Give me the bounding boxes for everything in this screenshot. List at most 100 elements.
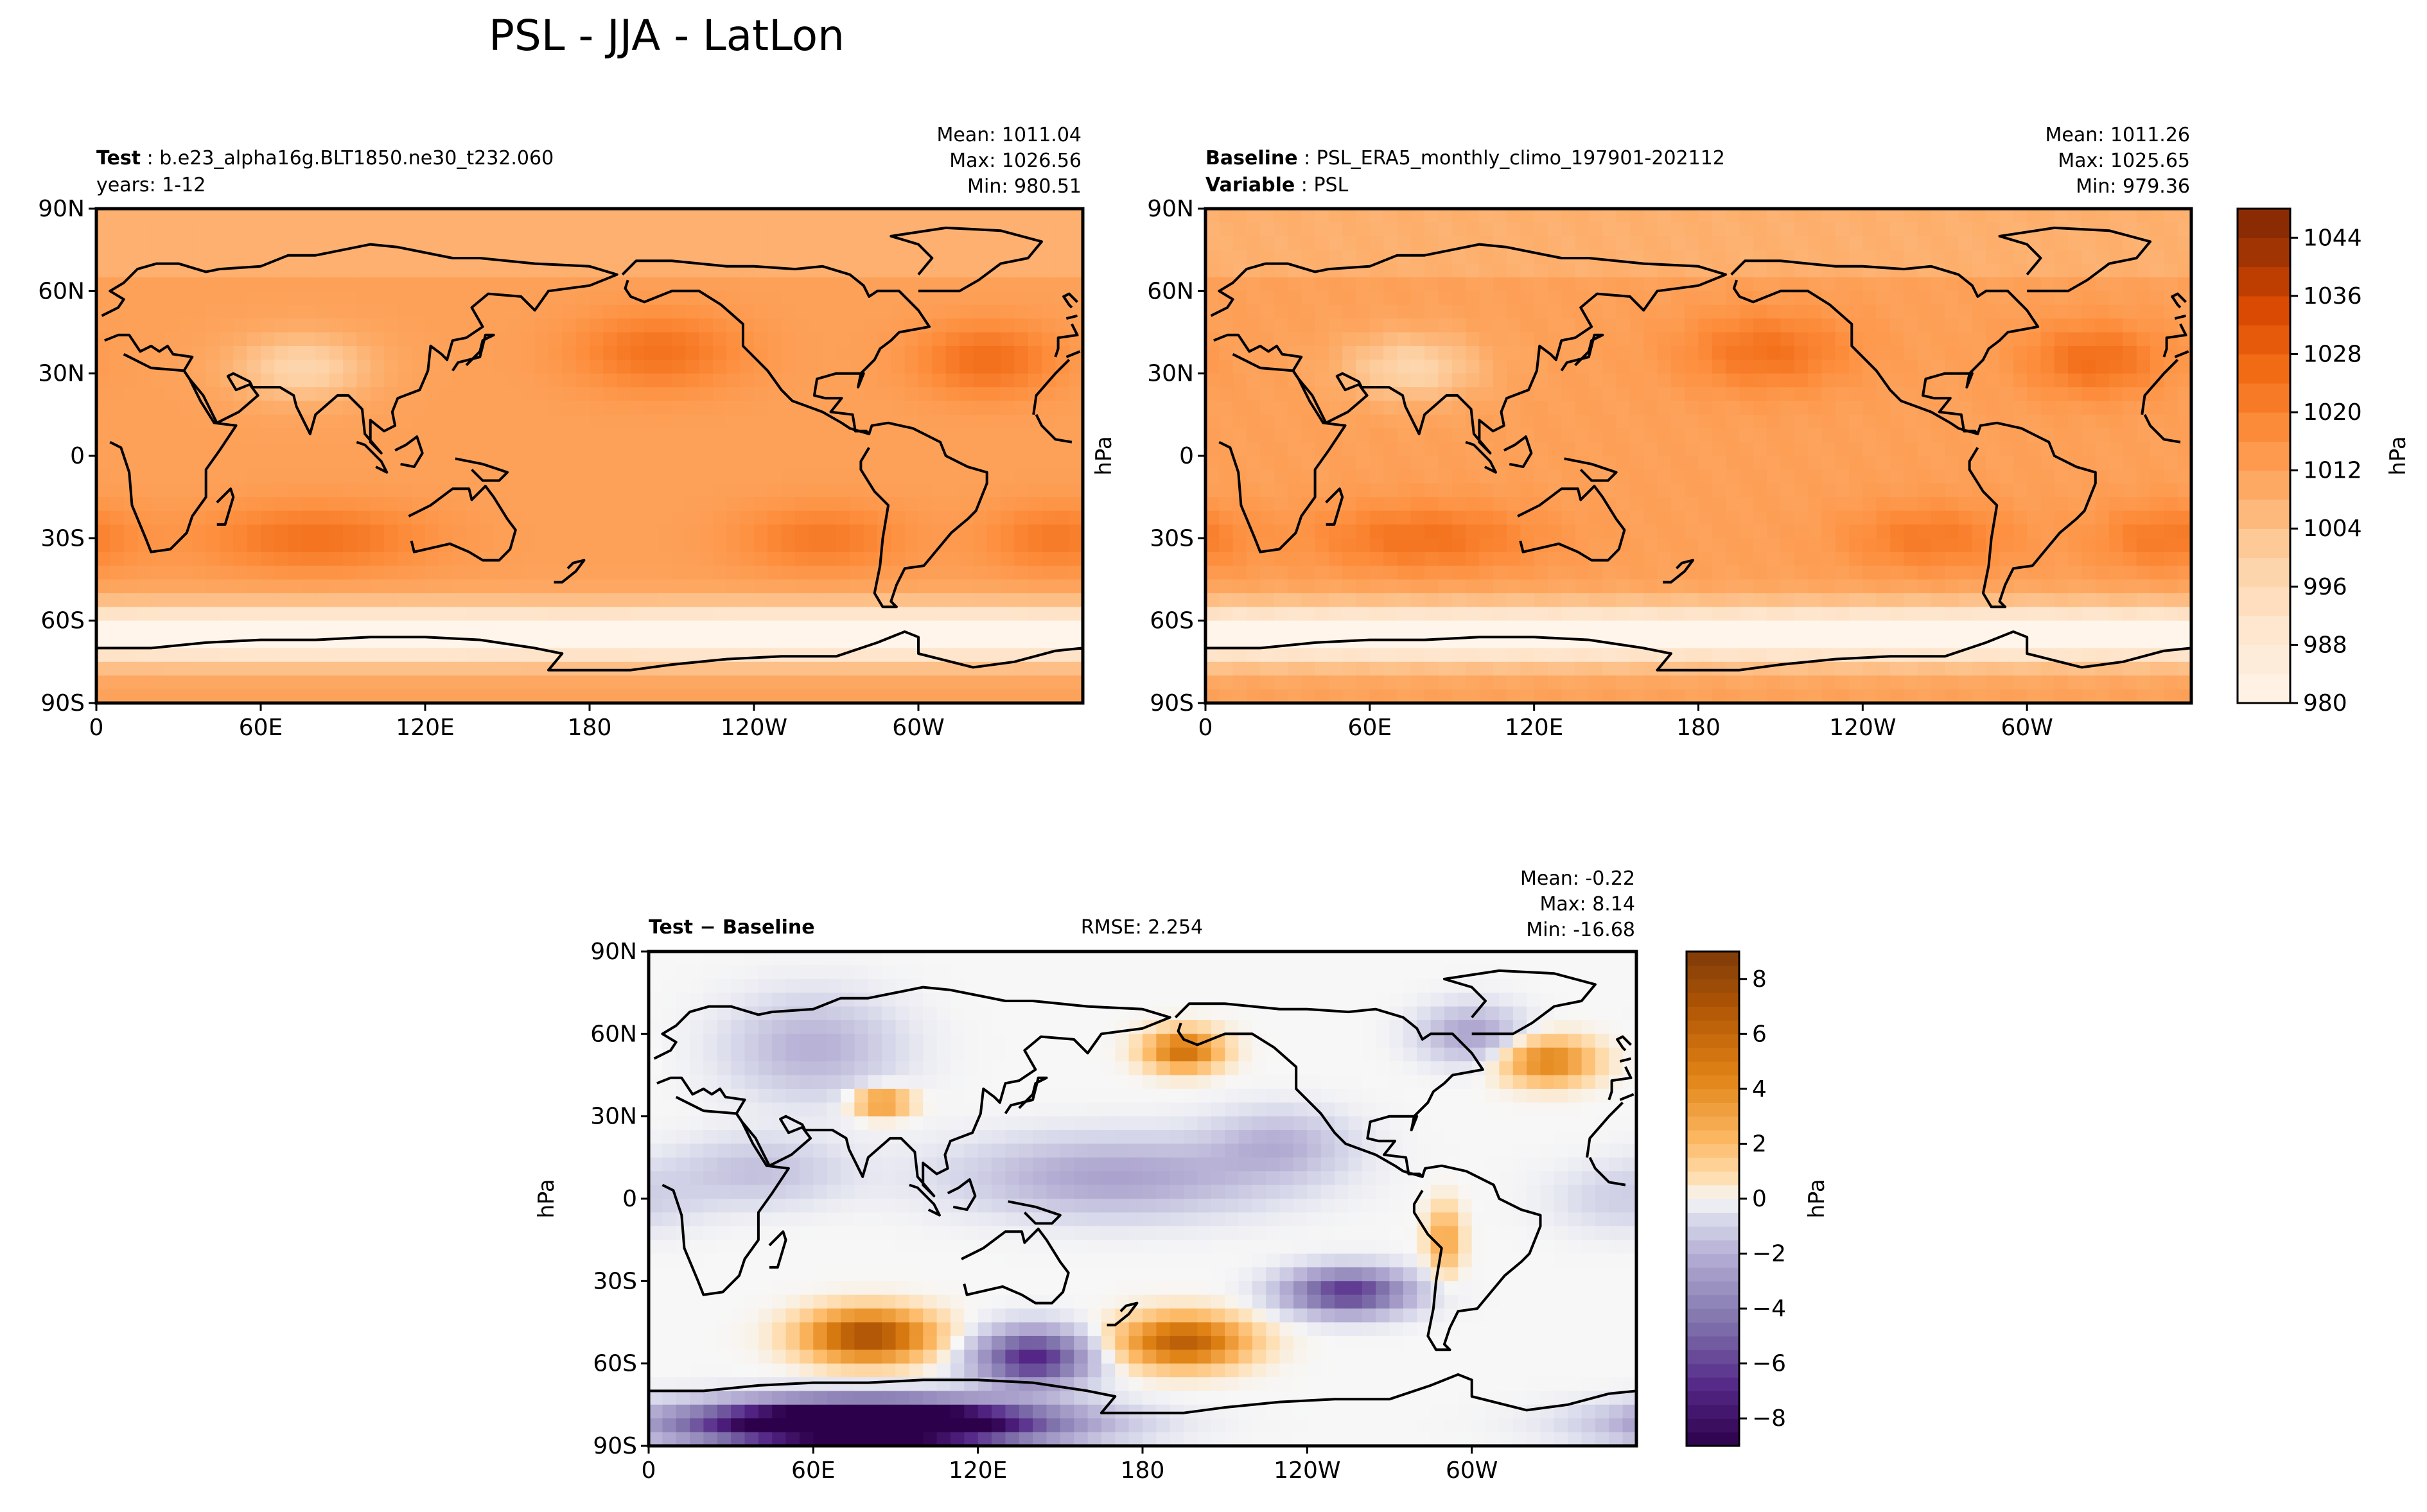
- field-cell: [343, 401, 358, 415]
- field-cell: [1876, 469, 1891, 484]
- field-cell: [1767, 620, 1782, 635]
- field-cell: [1287, 304, 1302, 319]
- field-cell: [206, 689, 220, 703]
- field-cell: [1205, 318, 1220, 333]
- field-cell: [809, 291, 823, 306]
- field-cell: [384, 538, 399, 553]
- field-cell: [274, 236, 289, 250]
- field-cell: [781, 345, 796, 361]
- field-cell: [356, 469, 371, 484]
- field-cell: [575, 428, 590, 443]
- field-cell: [1397, 222, 1412, 237]
- field-cell: [521, 483, 536, 498]
- field-cell: [754, 469, 769, 484]
- field-cell: [1424, 689, 1439, 703]
- field-cell: [1055, 593, 1070, 608]
- field-cell: [1315, 469, 1329, 484]
- field-cell: [658, 579, 672, 594]
- field-cell: [1438, 483, 1453, 498]
- field-cell: [1507, 263, 1521, 278]
- field-cell: [781, 566, 796, 580]
- field-cell: [343, 373, 358, 388]
- field-cell: [2013, 497, 2028, 512]
- field-cell: [1055, 607, 1070, 621]
- field-cell: [1890, 524, 1905, 539]
- field-cell: [1042, 304, 1056, 319]
- field-cell: [1958, 634, 1973, 649]
- field-cell: [220, 360, 234, 374]
- field-cell: [1835, 291, 1850, 306]
- field-cell: [1055, 209, 1070, 223]
- field-cell: [767, 552, 782, 566]
- field-cell: [959, 414, 974, 429]
- field-cell: [1438, 263, 1453, 278]
- field-cell: [302, 607, 317, 621]
- field-cell: [699, 538, 714, 553]
- field-cell: [877, 648, 892, 663]
- field-cell: [658, 456, 672, 471]
- panel-baseline-ylabel: hPa: [1091, 436, 1117, 475]
- field-cell: [1287, 566, 1302, 580]
- field-cell: [1028, 538, 1042, 553]
- field-cell: [1466, 552, 1480, 566]
- field-cell: [863, 566, 878, 580]
- field-cell: [1849, 538, 1864, 553]
- field-cell: [1055, 538, 1070, 553]
- field-cell: [1042, 345, 1056, 361]
- field-cell: [1534, 263, 1548, 278]
- field-cell: [1479, 648, 1494, 663]
- field-cell: [1260, 620, 1275, 635]
- field-cell: [891, 497, 906, 512]
- field-cell: [617, 428, 631, 443]
- field-cell: [1424, 304, 1439, 319]
- field-cell: [1219, 497, 1234, 512]
- field-cell: [1808, 304, 1823, 319]
- field-cell: [1931, 345, 1945, 361]
- field-cell: [1780, 593, 1795, 608]
- field-cell: [110, 634, 125, 649]
- field-cell: [274, 291, 289, 306]
- field-cell: [507, 442, 522, 456]
- field-cell: [822, 209, 837, 223]
- field-cell: [1466, 304, 1480, 319]
- field-cell: [452, 456, 467, 471]
- field-cell: [1602, 538, 1617, 553]
- field-cell: [1917, 552, 1932, 566]
- field-cell: [1028, 360, 1042, 374]
- field-cell: [1931, 634, 1945, 649]
- field-cell: [945, 291, 960, 306]
- field-cell: [1424, 661, 1439, 676]
- field-cell: [493, 277, 508, 292]
- field-cell: [493, 222, 508, 237]
- field-cell: [713, 401, 728, 415]
- field-cell: [315, 552, 330, 566]
- field-cell: [1479, 469, 1494, 484]
- field-cell: [1588, 428, 1603, 443]
- field-cell: [767, 304, 782, 319]
- field-cell: [1219, 607, 1234, 621]
- field-cell: [439, 222, 453, 237]
- field-cell: [1616, 304, 1631, 319]
- field-cell: [1397, 469, 1412, 484]
- field-cell: [507, 469, 522, 484]
- field-cell: [1205, 428, 1220, 443]
- field-cell: [2027, 401, 2042, 415]
- field-cell: [1315, 483, 1329, 498]
- field-cell: [1287, 675, 1302, 690]
- coastline-europe_asia: [1065, 350, 1081, 358]
- field-cell: [534, 236, 549, 250]
- field-cell: [644, 675, 659, 690]
- field-cell: [1643, 332, 1658, 347]
- field-cell: [1712, 579, 1726, 594]
- field-cell: [1493, 483, 1507, 498]
- field-cell: [699, 250, 714, 265]
- field-cell: [1301, 332, 1316, 347]
- field-cell: [452, 277, 467, 292]
- field-cell: [1808, 277, 1823, 292]
- field-cell: [164, 593, 179, 608]
- field-cell: [1794, 442, 1809, 456]
- field-cell: [1999, 497, 2014, 512]
- field-cell: [1767, 304, 1782, 319]
- field-cell: [617, 620, 631, 635]
- field-cell: [795, 236, 810, 250]
